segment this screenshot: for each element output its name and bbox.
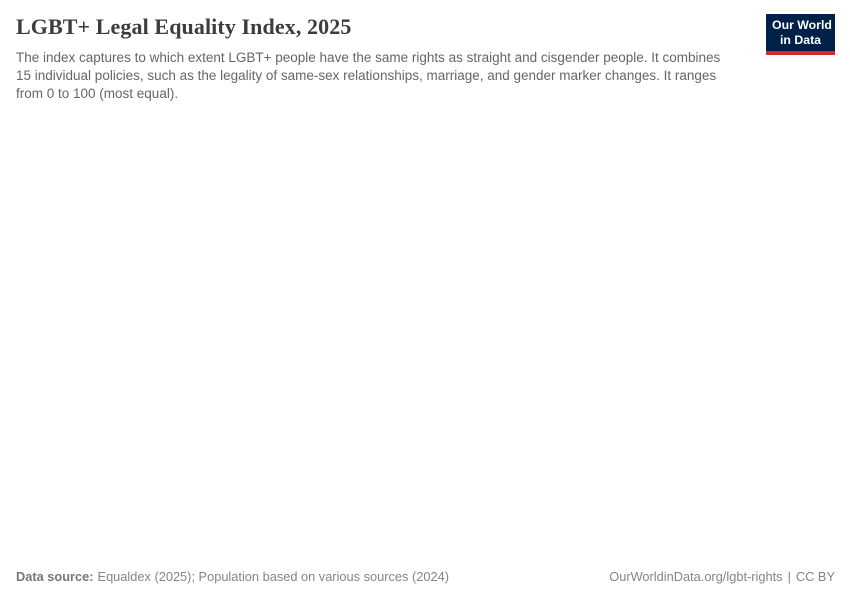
chart-footer: Data source: Equaldex (2025); Population …: [16, 569, 835, 585]
chart-subtitle: The index captures to which extent LGBT+…: [16, 50, 721, 102]
owid-logo: Our World in Data: [766, 14, 835, 55]
chart-title: LGBT+ Legal Equality Index, 2025: [16, 14, 352, 39]
citation-url[interactable]: OurWorldinData.org/lgbt-rights: [609, 569, 783, 584]
owid-logo-line2: in Data: [780, 33, 821, 47]
data-source-line: Data source: Equaldex (2025); Population …: [16, 569, 449, 585]
citation-separator: |: [787, 569, 791, 584]
citation-line: OurWorldinData.org/lgbt-rights | CC BY: [609, 569, 835, 585]
data-source-text: Equaldex (2025); Population based on var…: [97, 569, 449, 584]
license-label: CC BY: [795, 569, 835, 584]
data-source-label: Data source:: [16, 569, 94, 584]
chart-area: [16, 112, 835, 555]
chart-header: LGBT+ Legal Equality Index, 2025 The ind…: [16, 14, 750, 103]
owid-logo-line1: Our World: [772, 18, 832, 32]
